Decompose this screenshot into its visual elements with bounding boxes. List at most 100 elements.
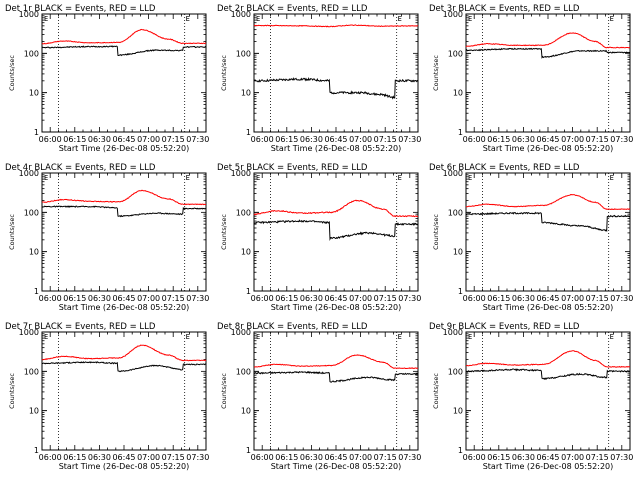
x-tick-label: 07:30 [610, 135, 633, 144]
corner-marker: E [468, 174, 472, 182]
y-tick-label: 100 [236, 208, 251, 217]
y-tick-label: 1000 [443, 169, 463, 178]
detector-panel: Det 7r BLACK = Events, RED = LLD 1 10 100 10… [5, 322, 209, 471]
detector-panel: Det 9r BLACK = Events, RED = LLD 1 10 100 10… [429, 322, 633, 471]
panel-title: Det 8r BLACK = Events, RED = LLD [217, 322, 368, 332]
x-tick-label: 06:00 [39, 453, 62, 462]
x-tick-label: 07:30 [398, 135, 421, 144]
corner-marker: E [468, 333, 472, 341]
x-tick-label: 06:15 [487, 453, 510, 462]
x-tick-label: 06:15 [275, 135, 298, 144]
x-tick-label: 06:30 [88, 135, 111, 144]
panel-title: Det 3r BLACK = Events, RED = LLD [429, 4, 580, 14]
events-series-line [253, 76, 419, 100]
x-tick-label: 06:00 [39, 135, 62, 144]
y-tick-label: 100 [448, 208, 463, 217]
y-tick-label: 1 [246, 287, 251, 296]
detector-panel: Det 4r BLACK = Events, RED = LLD 1 10 100 10… [5, 163, 209, 312]
x-tick-label: 07:00 [349, 294, 372, 303]
y-tick-label: 1 [246, 128, 251, 137]
y-tick-label: 100 [236, 49, 251, 58]
x-tick-label: 07:00 [137, 453, 160, 462]
y-tick-label: 1 [458, 128, 463, 137]
y-tick-label: 10 [241, 407, 251, 416]
corner-marker: E [398, 15, 402, 23]
x-axis-label: Start Time (26-Dec-08 05:52:20) [271, 144, 402, 153]
panel-title: Det 9r BLACK = Events, RED = LLD [429, 322, 580, 332]
y-axis-label: Counts/sec [8, 55, 16, 91]
x-tick-label: 07:00 [349, 453, 372, 462]
y-tick-label: 10 [29, 248, 39, 257]
panel-grid: Det 1r BLACK = Events, RED = LLD11010010… [5, 4, 633, 471]
x-axis-label: Start Time (26-Dec-08 05:52:20) [271, 303, 402, 312]
x-tick-label: 06:30 [512, 453, 535, 462]
y-axis-label: Counts/sec [220, 55, 228, 91]
x-axis-label: Start Time (26-Dec-08 05:52:20) [59, 303, 190, 312]
x-axis-label: Start Time (26-Dec-08 05:52:20) [483, 462, 614, 471]
x-tick-label: 06:45 [536, 294, 559, 303]
y-tick-label: 1 [246, 446, 251, 455]
x-tick-label: 07:00 [561, 294, 584, 303]
x-tick-label: 06:30 [300, 135, 323, 144]
x-tick-label: 07:15 [162, 453, 185, 462]
x-tick-label: 06:45 [112, 135, 135, 144]
x-tick-label: 07:30 [610, 294, 633, 303]
y-tick-label: 10 [453, 407, 463, 416]
events-series-line [465, 211, 631, 233]
y-tick-label: 1000 [443, 10, 463, 19]
x-tick-label: 07:30 [398, 453, 421, 462]
x-axis-label: Start Time (26-Dec-08 05:52:20) [271, 462, 402, 471]
x-axis-label: Start Time (26-Dec-08 05:52:20) [483, 303, 614, 312]
x-tick-label: 06:00 [251, 135, 274, 144]
y-tick-label: 1 [34, 128, 39, 137]
x-tick-label: 07:00 [137, 135, 160, 144]
panel-title: Det 7r BLACK = Events, RED = LLD [5, 322, 156, 332]
lld-series-line [465, 194, 631, 211]
panel-title: Det 4r BLACK = Events, RED = LLD [5, 163, 156, 173]
x-tick-label: 06:00 [463, 135, 486, 144]
detector-panel: Det 6r BLACK = Events, RED = LLD 1 10 100 10… [429, 163, 633, 312]
y-tick-label: 10 [453, 89, 463, 98]
y-axis-label: Counts/sec [220, 373, 228, 409]
corner-marker: E [610, 333, 614, 341]
lld-series-line [465, 32, 631, 49]
x-tick-label: 06:15 [275, 294, 298, 303]
y-tick-label: 1000 [231, 10, 251, 19]
x-tick-label: 07:15 [162, 294, 185, 303]
events-series-line [42, 361, 207, 373]
x-tick-label: 06:00 [463, 453, 486, 462]
x-tick-label: 07:30 [186, 294, 209, 303]
x-tick-label: 06:15 [275, 453, 298, 462]
x-tick-label: 06:15 [487, 135, 510, 144]
detector-panel: Det 2r BLACK = Events, RED = LLD 1 10 100 10… [217, 4, 421, 153]
x-tick-label: 07:30 [186, 453, 209, 462]
y-tick-label: 1000 [231, 169, 251, 178]
x-tick-label: 07:30 [398, 294, 421, 303]
y-tick-label: 1000 [443, 328, 463, 337]
corner-marker: E [468, 15, 472, 23]
x-tick-label: 06:45 [324, 294, 347, 303]
x-tick-label: 06:45 [324, 135, 347, 144]
lld-series-line [253, 199, 419, 218]
x-tick-label: 06:15 [63, 135, 86, 144]
lld-series-line [253, 354, 419, 370]
y-tick-label: 10 [29, 407, 39, 416]
y-tick-label: 10 [29, 89, 39, 98]
x-tick-label: 07:15 [374, 453, 397, 462]
x-tick-label: 06:45 [324, 453, 347, 462]
x-tick-label: 06:00 [39, 294, 62, 303]
y-tick-label: 100 [448, 49, 463, 58]
panel-title: Det 5r BLACK = Events, RED = LLD [217, 163, 368, 173]
x-tick-label: 06:30 [88, 294, 111, 303]
corner-marker: E [610, 174, 614, 182]
x-tick-label: 06:45 [536, 135, 559, 144]
events-series-line [41, 205, 207, 218]
panel-title: Det 6r BLACK = Events, RED = LLD [429, 163, 580, 173]
y-tick-label: 100 [236, 367, 251, 376]
x-tick-label: 06:30 [300, 453, 323, 462]
corner-marker: E [44, 333, 48, 341]
y-tick-label: 1000 [19, 10, 39, 19]
lld-series-line [465, 350, 631, 368]
